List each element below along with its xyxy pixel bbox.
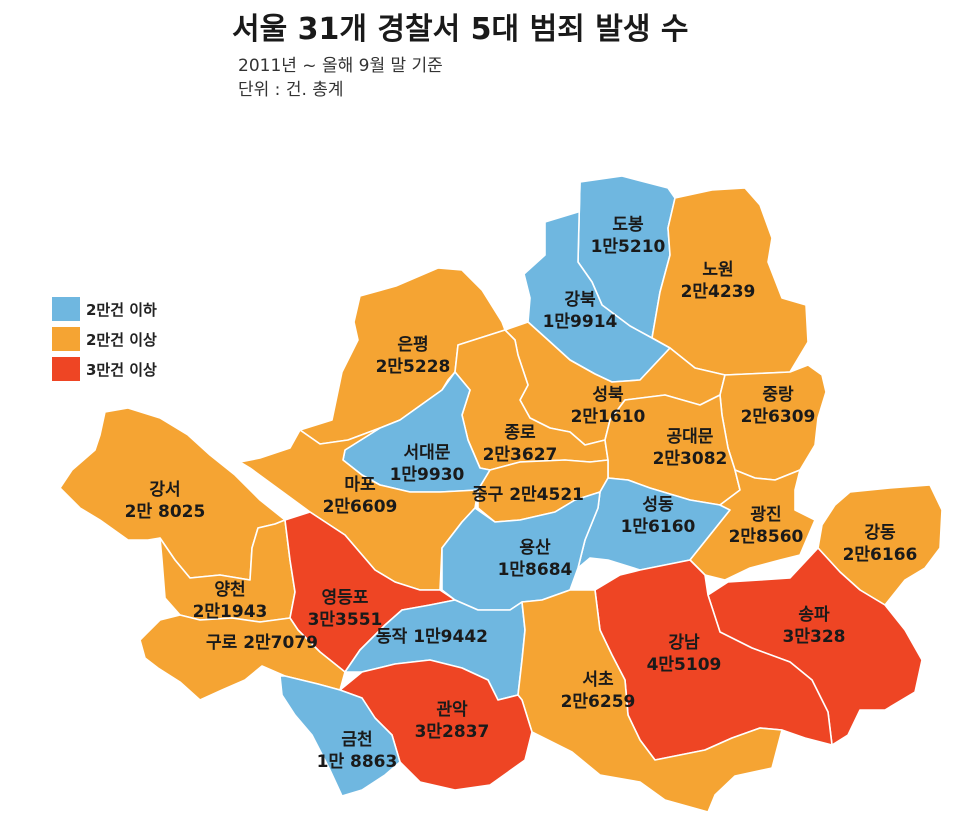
- legend: 2만건 이하 2만건 이상 3만건 이상: [52, 294, 157, 384]
- legend-label-mid: 2만건 이상: [86, 330, 157, 349]
- district-value-gangbuk: 1만9914: [543, 312, 618, 332]
- district-name-seocho: 서초: [582, 670, 614, 690]
- district-value-mapo: 2만6609: [323, 497, 398, 517]
- district-value-gangnam: 4만5109: [647, 655, 722, 675]
- district-value-seongdong: 1만6160: [621, 517, 696, 537]
- district-name-jungnang: 중랑: [762, 385, 794, 405]
- district-value-yongsan: 1만8684: [498, 560, 573, 580]
- district-name-mapo: 마포: [344, 475, 376, 495]
- district-value-eunpyeong: 2만5228: [376, 357, 451, 377]
- district-value-gangdong: 2만6166: [843, 545, 918, 565]
- legend-item-mid: 2만건 이상: [52, 324, 157, 354]
- district-name-gongdaemun: 공대문: [667, 427, 714, 447]
- district-value-yeongdeungpo: 3만3551: [308, 610, 383, 630]
- subtitle: 2011년 ~ 올해 9월 말 기준 단위 : 건. 총계: [238, 54, 443, 102]
- district-name-gwanak: 관악: [436, 700, 468, 720]
- district-label-guro: 구로 2만7079: [206, 633, 318, 653]
- district-value-jongno: 2만3627: [483, 445, 558, 465]
- district-name-gwangjin: 광진: [750, 505, 781, 525]
- district-value-gwanak: 3만2837: [415, 722, 490, 742]
- district-name-geumcheon: 금천: [341, 730, 372, 750]
- district-name-gangdong: 강동: [864, 523, 896, 543]
- district-name-seongbuk: 성북: [592, 385, 624, 405]
- legend-swatch-mid: [52, 327, 80, 351]
- district-name-gangnam: 강남: [668, 633, 700, 653]
- district-name-yongsan: 용산: [519, 538, 551, 558]
- district-name-nowon: 노원: [702, 260, 733, 280]
- district-value-jungnang: 2만6309: [741, 407, 816, 427]
- district-region-gangdong[interactable]: [817, 484, 943, 606]
- district-name-yeongdeungpo: 영등포: [322, 588, 369, 608]
- subtitle-unit: 단위 : 건. 총계: [238, 80, 344, 100]
- district-value-geumcheon: 1만 8863: [317, 752, 398, 772]
- district-name-songpa: 송파: [798, 605, 830, 625]
- district-value-nowon: 2만4239: [681, 282, 756, 302]
- district-region-geumcheon[interactable]: [279, 675, 401, 797]
- district-name-seodaemun: 서대문: [404, 443, 451, 463]
- legend-item-low: 2만건 이하: [52, 294, 157, 324]
- page-title: 서울 31개 경찰서 5대 범죄 발생 수: [232, 12, 689, 47]
- district-value-seongbuk: 2만1610: [571, 407, 646, 427]
- district-name-seongdong: 성동: [642, 495, 674, 515]
- district-name-dobong: 도봉: [612, 215, 644, 235]
- legend-swatch-high: [52, 357, 80, 381]
- district-regions: [59, 175, 943, 813]
- district-label-dongjak: 동작 1만9442: [376, 627, 488, 647]
- district-value-songpa: 3만328: [783, 627, 846, 647]
- district-name-gangbuk: 강북: [564, 290, 596, 310]
- district-value-seocho: 2만6259: [561, 692, 636, 712]
- legend-label-high: 3만건 이상: [86, 360, 157, 379]
- district-name-gangseo: 강서: [149, 480, 180, 500]
- district-value-seodaemun: 1만9930: [390, 465, 465, 485]
- legend-item-high: 3만건 이상: [52, 354, 157, 384]
- district-value-gongdaemun: 2만3082: [653, 449, 728, 469]
- subtitle-period: 2011년 ~ 올해 9월 말 기준: [238, 56, 443, 76]
- legend-swatch-low: [52, 297, 80, 321]
- legend-label-low: 2만건 이하: [86, 300, 157, 319]
- district-region-nowon[interactable]: [651, 187, 809, 376]
- district-name-jongno: 종로: [504, 423, 536, 443]
- district-label-junggu: 중구 2만4521: [472, 485, 584, 505]
- district-value-dobong: 1만5210: [591, 237, 666, 257]
- district-name-yangcheon: 양천: [214, 580, 245, 600]
- district-value-gwangjin: 2만8560: [729, 527, 804, 547]
- district-name-eunpyeong: 은평: [397, 335, 428, 355]
- district-value-yangcheon: 2만1943: [193, 602, 268, 622]
- district-region-gwangjin[interactable]: [689, 469, 816, 581]
- district-value-gangseo: 2만 8025: [125, 502, 206, 522]
